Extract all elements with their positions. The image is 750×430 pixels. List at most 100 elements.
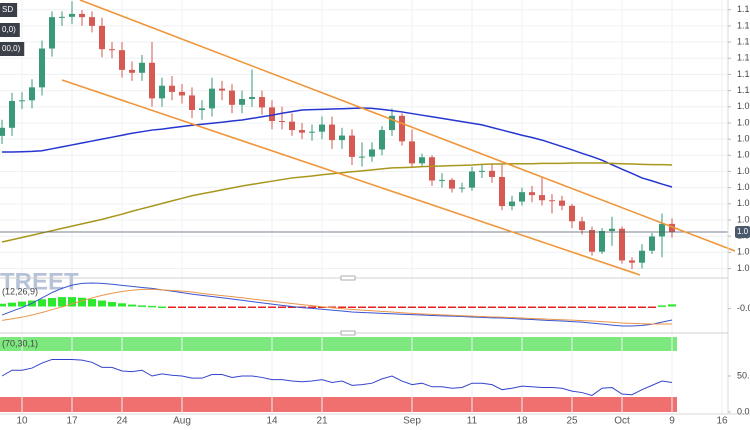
y-tick-label: 1.0 — [737, 150, 750, 160]
candle-body — [419, 157, 425, 164]
legend-box — [0, 23, 20, 37]
candle-body — [69, 13, 75, 17]
resize-handle[interactable] — [340, 330, 356, 336]
histogram-bar — [618, 306, 626, 308]
candle-body — [89, 17, 95, 26]
histogram-bar — [308, 306, 316, 308]
histogram-bar — [478, 306, 486, 308]
candle-body — [569, 205, 575, 222]
y-tick-label: 1.0 — [737, 263, 750, 273]
y-tick-label: 1.0 — [737, 214, 750, 224]
y-tick-label: 1.1 — [737, 20, 750, 30]
candle-body — [319, 124, 325, 132]
histogram-bar — [278, 306, 286, 308]
histogram-bar — [58, 297, 66, 307]
indicator-line — [1, 358, 673, 396]
candle-body — [409, 141, 415, 164]
candle-body — [289, 121, 295, 131]
candle-body — [669, 223, 675, 232]
histogram-bar — [568, 306, 576, 308]
x-tick-label: Sep — [403, 416, 421, 427]
candle-body — [279, 121, 285, 122]
indicator-title: (12,26,9) — [2, 286, 38, 296]
candle-body — [189, 95, 195, 110]
indicator-line — [1, 288, 672, 325]
histogram-bar — [238, 306, 246, 308]
histogram-bar — [578, 306, 586, 308]
histogram-bar — [268, 306, 276, 308]
candle-body — [39, 48, 45, 88]
candle-body — [239, 99, 245, 105]
candle-body — [179, 91, 185, 96]
candle-body — [219, 88, 225, 91]
grid — [0, 0, 728, 414]
candle-body — [259, 97, 265, 108]
candle-body — [379, 130, 385, 150]
histogram-bar — [208, 306, 216, 308]
resize-handle[interactable] — [340, 275, 356, 281]
candle-body — [169, 85, 175, 92]
candle-body — [659, 223, 665, 237]
candle-body — [9, 100, 15, 128]
histogram-bar — [558, 306, 566, 308]
histogram-bar — [388, 306, 396, 308]
candle-body — [459, 187, 465, 189]
y-tick-label: 1.0 — [737, 182, 750, 192]
histogram-bar — [598, 306, 606, 308]
candle-body — [209, 88, 215, 109]
overbought-band — [0, 337, 677, 351]
candle-body — [589, 230, 595, 252]
x-tick-label: 9 — [669, 416, 675, 427]
histogram-bar — [168, 306, 176, 308]
histogram-bar — [648, 306, 656, 308]
histogram-bar — [588, 306, 596, 308]
x-tick-label: 18 — [516, 416, 528, 427]
y-tick-label: 1.1 — [737, 53, 750, 63]
candle-body — [539, 195, 545, 201]
histogram-bar — [348, 306, 356, 308]
histogram-bar — [518, 306, 526, 308]
legend-box — [0, 42, 25, 56]
x-tick-label: Oct — [614, 416, 630, 427]
candle-body — [549, 200, 555, 202]
candle-body — [329, 124, 335, 141]
candle-body — [639, 250, 645, 263]
candle-body — [469, 171, 475, 188]
candle-body — [249, 97, 255, 99]
y-tick-label: 0.0 — [737, 406, 750, 416]
histogram-bar — [288, 306, 296, 308]
candle-body — [19, 100, 25, 102]
x-tick-label: 14 — [266, 416, 278, 427]
indicator-title: (70,30,1) — [2, 338, 38, 348]
candle-body — [229, 90, 235, 105]
histogram-bar — [378, 306, 386, 308]
oversold-band — [0, 397, 677, 412]
overlay: 10 17 24 Aug 14 21 Sep 11 18 25 Oct 9 16 1.0 1.0 1.0 1.0… — [0, 3, 750, 427]
histogram-bar — [118, 303, 126, 307]
legend-box — [0, 3, 18, 17]
watermark: TREET — [0, 268, 79, 295]
histogram-bar — [88, 299, 96, 307]
histogram-bar — [338, 306, 346, 308]
y-tick-label: 1.0 — [737, 198, 750, 208]
candle-body — [139, 62, 145, 73]
candle-body — [149, 62, 155, 99]
candle-body — [129, 69, 135, 73]
histogram-bar — [488, 306, 496, 308]
plot — [0, 1, 728, 396]
x-tick-label: Aug — [173, 416, 191, 427]
channel-upper — [79, 0, 736, 252]
histogram-bar — [228, 306, 236, 308]
y-tick-label: 1.1 — [737, 85, 750, 95]
histogram-bar — [198, 306, 206, 308]
histogram-bar — [128, 304, 136, 307]
price-label: 1.0 — [737, 227, 749, 236]
channel-lower — [61, 79, 641, 276]
y-tick-label: 1.0 — [737, 101, 750, 111]
x-tick-label: 16 — [716, 416, 728, 427]
candle-body — [579, 221, 585, 231]
histogram-bar — [398, 306, 406, 308]
candle-body — [629, 260, 635, 263]
legend-entry: 00,0) — [2, 44, 21, 53]
